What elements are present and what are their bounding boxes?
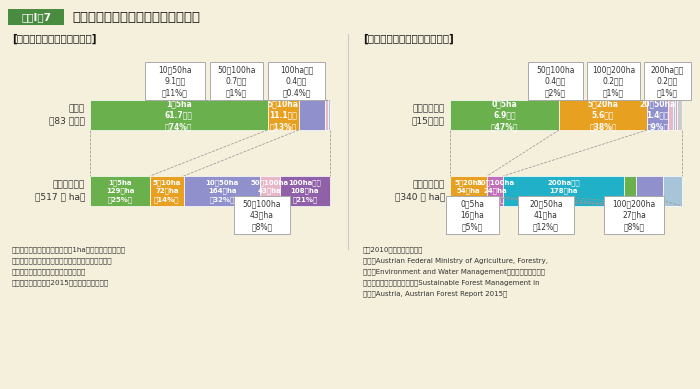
Bar — [210, 62, 263, 100]
Text: 50～100ha
24万ha
（7%）: 50～100ha 24万ha （7%） — [476, 179, 514, 203]
Bar — [299, 100, 326, 130]
Text: 5～20ha
5.6万戸
（38%）: 5～20ha 5.6万戸 （38%） — [587, 99, 619, 131]
Text: 20～50ha
41万ha
（12%）: 20～50ha 41万ha （12%） — [529, 199, 563, 231]
Bar — [183, 176, 260, 206]
Text: Austria, Austrian Forest Report 2015」: Austria, Austrian Forest Report 2015」 — [363, 290, 508, 296]
Text: 50～100ha
43万ha
（8%）: 50～100ha 43万ha （8%） — [243, 199, 281, 231]
Text: [オーストリアの森林所有規模]: [オーストリアの森林所有規模] — [363, 34, 454, 44]
Bar — [268, 62, 325, 100]
Bar — [644, 62, 691, 100]
Bar — [675, 100, 678, 130]
Bar — [150, 176, 183, 206]
Text: 農林環境水管理省）「Sustainable Forest Management in: 農林環境水管理省）「Sustainable Forest Management … — [363, 279, 540, 286]
Bar — [668, 100, 673, 130]
Text: 0～5ha
6.9万戸
（47%）: 0～5ha 6.9万戸 （47%） — [491, 99, 518, 131]
Text: 資料I－7: 資料I－7 — [21, 12, 51, 22]
Text: 100～200ha
27万ha
（8%）: 100～200ha 27万ha （8%） — [612, 199, 656, 231]
Bar — [90, 176, 150, 206]
Bar — [8, 9, 64, 25]
Bar — [664, 176, 682, 206]
Text: 200ha以上
178万ha
（52%）: 200ha以上 178万ha （52%） — [547, 179, 580, 203]
Text: 5～10ha
11.1万戸
（13%）: 5～10ha 11.1万戸 （13%） — [267, 99, 299, 131]
Bar — [260, 176, 279, 206]
Text: Environment and Water Management（オーストリア連邦: Environment and Water Management（オーストリア連… — [363, 268, 545, 275]
Bar — [673, 100, 675, 130]
Bar — [528, 62, 583, 100]
Text: 資料：農林水産省「2015年農林業センサス」: 資料：農林水産省「2015年農林業センサス」 — [12, 279, 109, 286]
Bar — [326, 100, 328, 130]
Bar — [678, 100, 682, 130]
Text: 資料：Austrian Federal Ministry of Agriculture, Forestry,: 資料：Austrian Federal Ministry of Agricult… — [363, 257, 548, 264]
Text: 50～100ha
43万ha
（8%）: 50～100ha 43万ha （8%） — [251, 179, 289, 203]
Bar — [450, 100, 559, 130]
Text: 1～5ha
129万ha
（25%）: 1～5ha 129万ha （25%） — [106, 179, 134, 203]
Text: 1～5ha
61.7万戸
（74%）: 1～5ha 61.7万戸 （74%） — [164, 99, 193, 131]
Bar — [518, 196, 574, 234]
Text: 森林所有者数: 森林所有者数 — [413, 105, 445, 114]
Bar — [648, 100, 668, 130]
Text: 日本、オーストリアの森林所有規模: 日本、オーストリアの森林所有規模 — [72, 11, 200, 23]
Text: 林家数: 林家数 — [69, 105, 85, 114]
Text: ３：計の不一致は四捨五入による。: ３：計の不一致は四捨五入による。 — [12, 268, 86, 275]
Text: 20～50ha
1.4万戸
（9%）: 20～50ha 1.4万戸 （9%） — [640, 99, 676, 131]
Bar — [587, 62, 640, 100]
Bar — [267, 100, 299, 130]
Bar — [604, 196, 664, 234]
Bar — [636, 176, 664, 206]
Text: 100ha以上
108万ha
（21%）: 100ha以上 108万ha （21%） — [288, 179, 321, 203]
Text: （83 万戸）: （83 万戸） — [49, 116, 85, 126]
Text: 100ha以上
0.4万戸
（0.4%）: 100ha以上 0.4万戸 （0.4%） — [280, 65, 313, 97]
Bar — [279, 176, 330, 206]
Bar — [487, 176, 503, 206]
Text: 注：2010年の数値である。: 注：2010年の数値である。 — [363, 246, 424, 252]
Text: [日本の林家の保有山林面積]: [日本の林家の保有山林面積] — [12, 34, 97, 44]
Text: 10～50ha
164万ha
（32%）: 10～50ha 164万ha （32%） — [205, 179, 239, 203]
Bar — [624, 176, 636, 206]
Text: 保有森林面積: 保有森林面積 — [413, 180, 445, 189]
Text: 保有山林面積: 保有山林面積 — [52, 180, 85, 189]
Bar — [503, 176, 624, 206]
Bar — [450, 176, 487, 206]
Text: ２：（　）内の数値は合計に占める割合である。: ２：（ ）内の数値は合計に占める割合である。 — [12, 257, 113, 264]
Text: 5～20ha
54万ha
（16%）: 5～20ha 54万ha （16%） — [454, 179, 483, 203]
Text: 5～10ha
72万ha
（14%）: 5～10ha 72万ha （14%） — [153, 179, 181, 203]
Text: 50～100ha
0.4万戸
（2%）: 50～100ha 0.4万戸 （2%） — [536, 65, 575, 97]
Text: （340 万 ha）: （340 万 ha） — [395, 193, 445, 202]
Text: 注１：林家とは保有山林面積が1ha以上の世帯をいう。: 注１：林家とは保有山林面積が1ha以上の世帯をいう。 — [12, 246, 126, 252]
Text: 200ha以上
0.2万戸
（1%）: 200ha以上 0.2万戸 （1%） — [651, 65, 684, 97]
Bar — [90, 100, 267, 130]
Text: 50～100ha
0.7万戸
（1%）: 50～100ha 0.7万戸 （1%） — [217, 65, 256, 97]
Bar — [234, 196, 290, 234]
Text: 0～5ha
16万ha
（5%）: 0～5ha 16万ha （5%） — [461, 199, 484, 231]
Text: 100～200ha
0.2万戸
（1%）: 100～200ha 0.2万戸 （1%） — [592, 65, 635, 97]
Text: （517 万 ha）: （517 万 ha） — [34, 193, 85, 202]
Bar — [145, 62, 205, 100]
Bar — [328, 100, 330, 130]
Text: （15万戸）: （15万戸） — [412, 116, 445, 126]
Text: 10～50ha
9.1万戸
（11%）: 10～50ha 9.1万戸 （11%） — [158, 65, 192, 97]
Bar — [559, 100, 648, 130]
Bar — [446, 196, 499, 234]
